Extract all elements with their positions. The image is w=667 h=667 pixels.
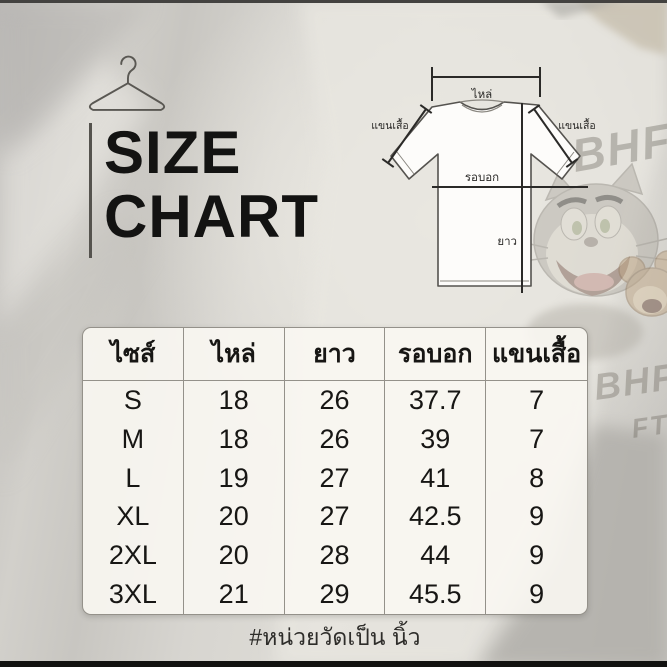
- size-cell: M: [83, 419, 184, 459]
- page-title: SIZE CHART: [104, 121, 319, 249]
- length-label: ยาว: [497, 236, 517, 248]
- brand-print-text: BHF: [591, 356, 667, 408]
- size-cell: 2XL: [83, 536, 184, 576]
- value-cell: 20: [184, 536, 285, 576]
- value-cell: 9: [529, 540, 545, 571]
- hem-and-cuff-detail: [396, 151, 575, 282]
- value-cell: 8: [529, 462, 545, 493]
- column-header: รอบอก: [385, 328, 487, 381]
- value-cell: 20: [184, 497, 285, 537]
- value-cell: 18: [184, 381, 285, 420]
- collar-detail: [459, 99, 505, 113]
- photo-shadow-topright: [540, 0, 625, 18]
- photo-bottom-edge: [0, 661, 667, 667]
- brand-print-text: FT: [630, 409, 667, 444]
- value-cell: 28: [285, 536, 386, 576]
- title-accent-rule: [89, 123, 92, 258]
- title-line-2: CHART: [104, 183, 319, 250]
- photo-fold-topright: [575, 0, 667, 55]
- size-chart-table: ไซส์ ไหล่ ยาว รอบอก แขนเสื้อ S 18 26 37.7 7 M 18 26 3…: [82, 327, 588, 615]
- value-cell: 45.5: [385, 575, 487, 614]
- chest-label: รอบอก: [465, 172, 499, 184]
- shoulder-measure-line: [431, 67, 541, 101]
- photo-shadow-topleft: [0, 0, 150, 160]
- shoulder-label: ไหล่: [471, 88, 492, 101]
- value-cell: 27: [285, 458, 386, 498]
- size-cell: S: [83, 381, 184, 420]
- value-cell: 7: [529, 423, 545, 454]
- measurement-unit-note: #หน่วยวัดเป็น นิ้ว: [249, 624, 421, 650]
- column-header: แขนเสื้อ: [486, 328, 587, 381]
- value-cell: 21: [184, 575, 285, 614]
- value-cell: 9: [529, 501, 545, 532]
- hanger-icon: [88, 55, 166, 111]
- value-cell: 27: [285, 497, 386, 537]
- value-cell: 37.7: [385, 381, 487, 420]
- column-header: ยาว: [284, 328, 386, 381]
- size-cell: 3XL: [83, 575, 184, 614]
- value-cell: 7: [529, 384, 545, 415]
- size-cell: XL: [83, 497, 184, 537]
- value-cell: 18: [184, 419, 285, 459]
- value-cell: 9: [529, 579, 545, 610]
- size-cell: L: [83, 458, 184, 498]
- sleeve-label-right: แขนเสื้อ: [558, 118, 595, 132]
- value-cell: 42.5: [385, 497, 487, 537]
- value-cell: 26: [285, 419, 386, 459]
- value-cell: 19: [184, 458, 285, 498]
- title-line-1: SIZE: [104, 119, 242, 186]
- value-cell: 29: [285, 575, 386, 614]
- tshirt-measure-diagram: ไหล่ แขนเสื้อ แขนเสื้อ รอบอก ยาว: [371, 67, 596, 293]
- photo-top-edge: [0, 0, 667, 3]
- value-cell: 39: [385, 419, 487, 459]
- value-cell: 26: [285, 381, 386, 420]
- column-header: ไหล่: [183, 328, 285, 381]
- column-header: ไซส์: [83, 328, 184, 381]
- sleeve-measure-line-left: [381, 104, 433, 168]
- value-cell: 44: [385, 536, 487, 576]
- sleeve-label-left: แขนเสื้อ: [371, 118, 408, 132]
- tshirt-icon: [390, 101, 581, 287]
- photo-shadow-left: [0, 210, 150, 480]
- sleeve-measure-line-right: [527, 104, 579, 168]
- value-cell: 41: [385, 458, 487, 498]
- jerry-cartoon-icon: [618, 250, 667, 317]
